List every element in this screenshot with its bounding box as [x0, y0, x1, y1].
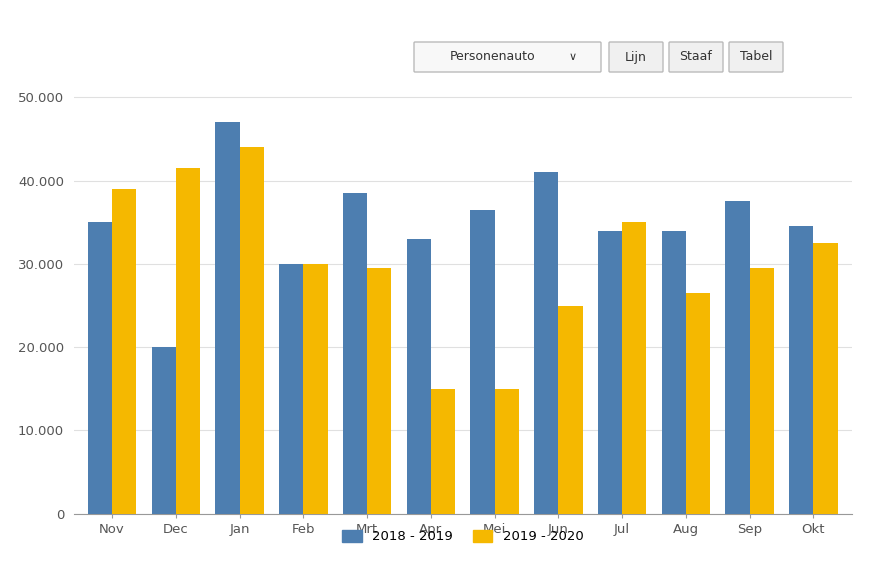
Text: Staaf: Staaf	[680, 50, 713, 63]
Bar	[152, 347, 176, 514]
Text: Tabel: Tabel	[740, 50, 773, 63]
Bar	[470, 210, 494, 514]
Text: Personenauto: Personenauto	[450, 50, 535, 63]
Bar	[750, 268, 774, 514]
Bar	[240, 147, 264, 514]
Bar	[367, 268, 391, 514]
Bar	[559, 306, 582, 514]
Bar	[598, 231, 622, 514]
Bar	[279, 264, 303, 514]
Bar	[431, 389, 455, 514]
Bar	[216, 122, 240, 514]
Text: ∨: ∨	[568, 52, 576, 62]
Bar	[726, 201, 750, 514]
Bar	[534, 172, 559, 514]
Bar	[88, 222, 112, 514]
Bar	[789, 227, 813, 514]
FancyBboxPatch shape	[669, 42, 723, 72]
Bar	[343, 193, 367, 514]
Text: ↻: ↻	[844, 10, 858, 28]
Bar	[661, 231, 686, 514]
Legend: 2018 - 2019, 2019 - 2020: 2018 - 2019, 2019 - 2020	[335, 523, 590, 550]
Bar	[686, 293, 710, 514]
Text: Lijn: Lijn	[625, 50, 647, 63]
Bar	[813, 243, 838, 514]
Bar	[407, 239, 431, 514]
Bar	[494, 389, 519, 514]
Bar	[176, 168, 200, 514]
FancyBboxPatch shape	[414, 42, 601, 72]
Bar	[622, 222, 647, 514]
Text: Verkopen nieuw laatste 12 maanden: Verkopen nieuw laatste 12 maanden	[10, 13, 291, 28]
FancyBboxPatch shape	[609, 42, 663, 72]
Bar	[303, 264, 328, 514]
FancyBboxPatch shape	[729, 42, 783, 72]
Bar	[112, 189, 136, 514]
